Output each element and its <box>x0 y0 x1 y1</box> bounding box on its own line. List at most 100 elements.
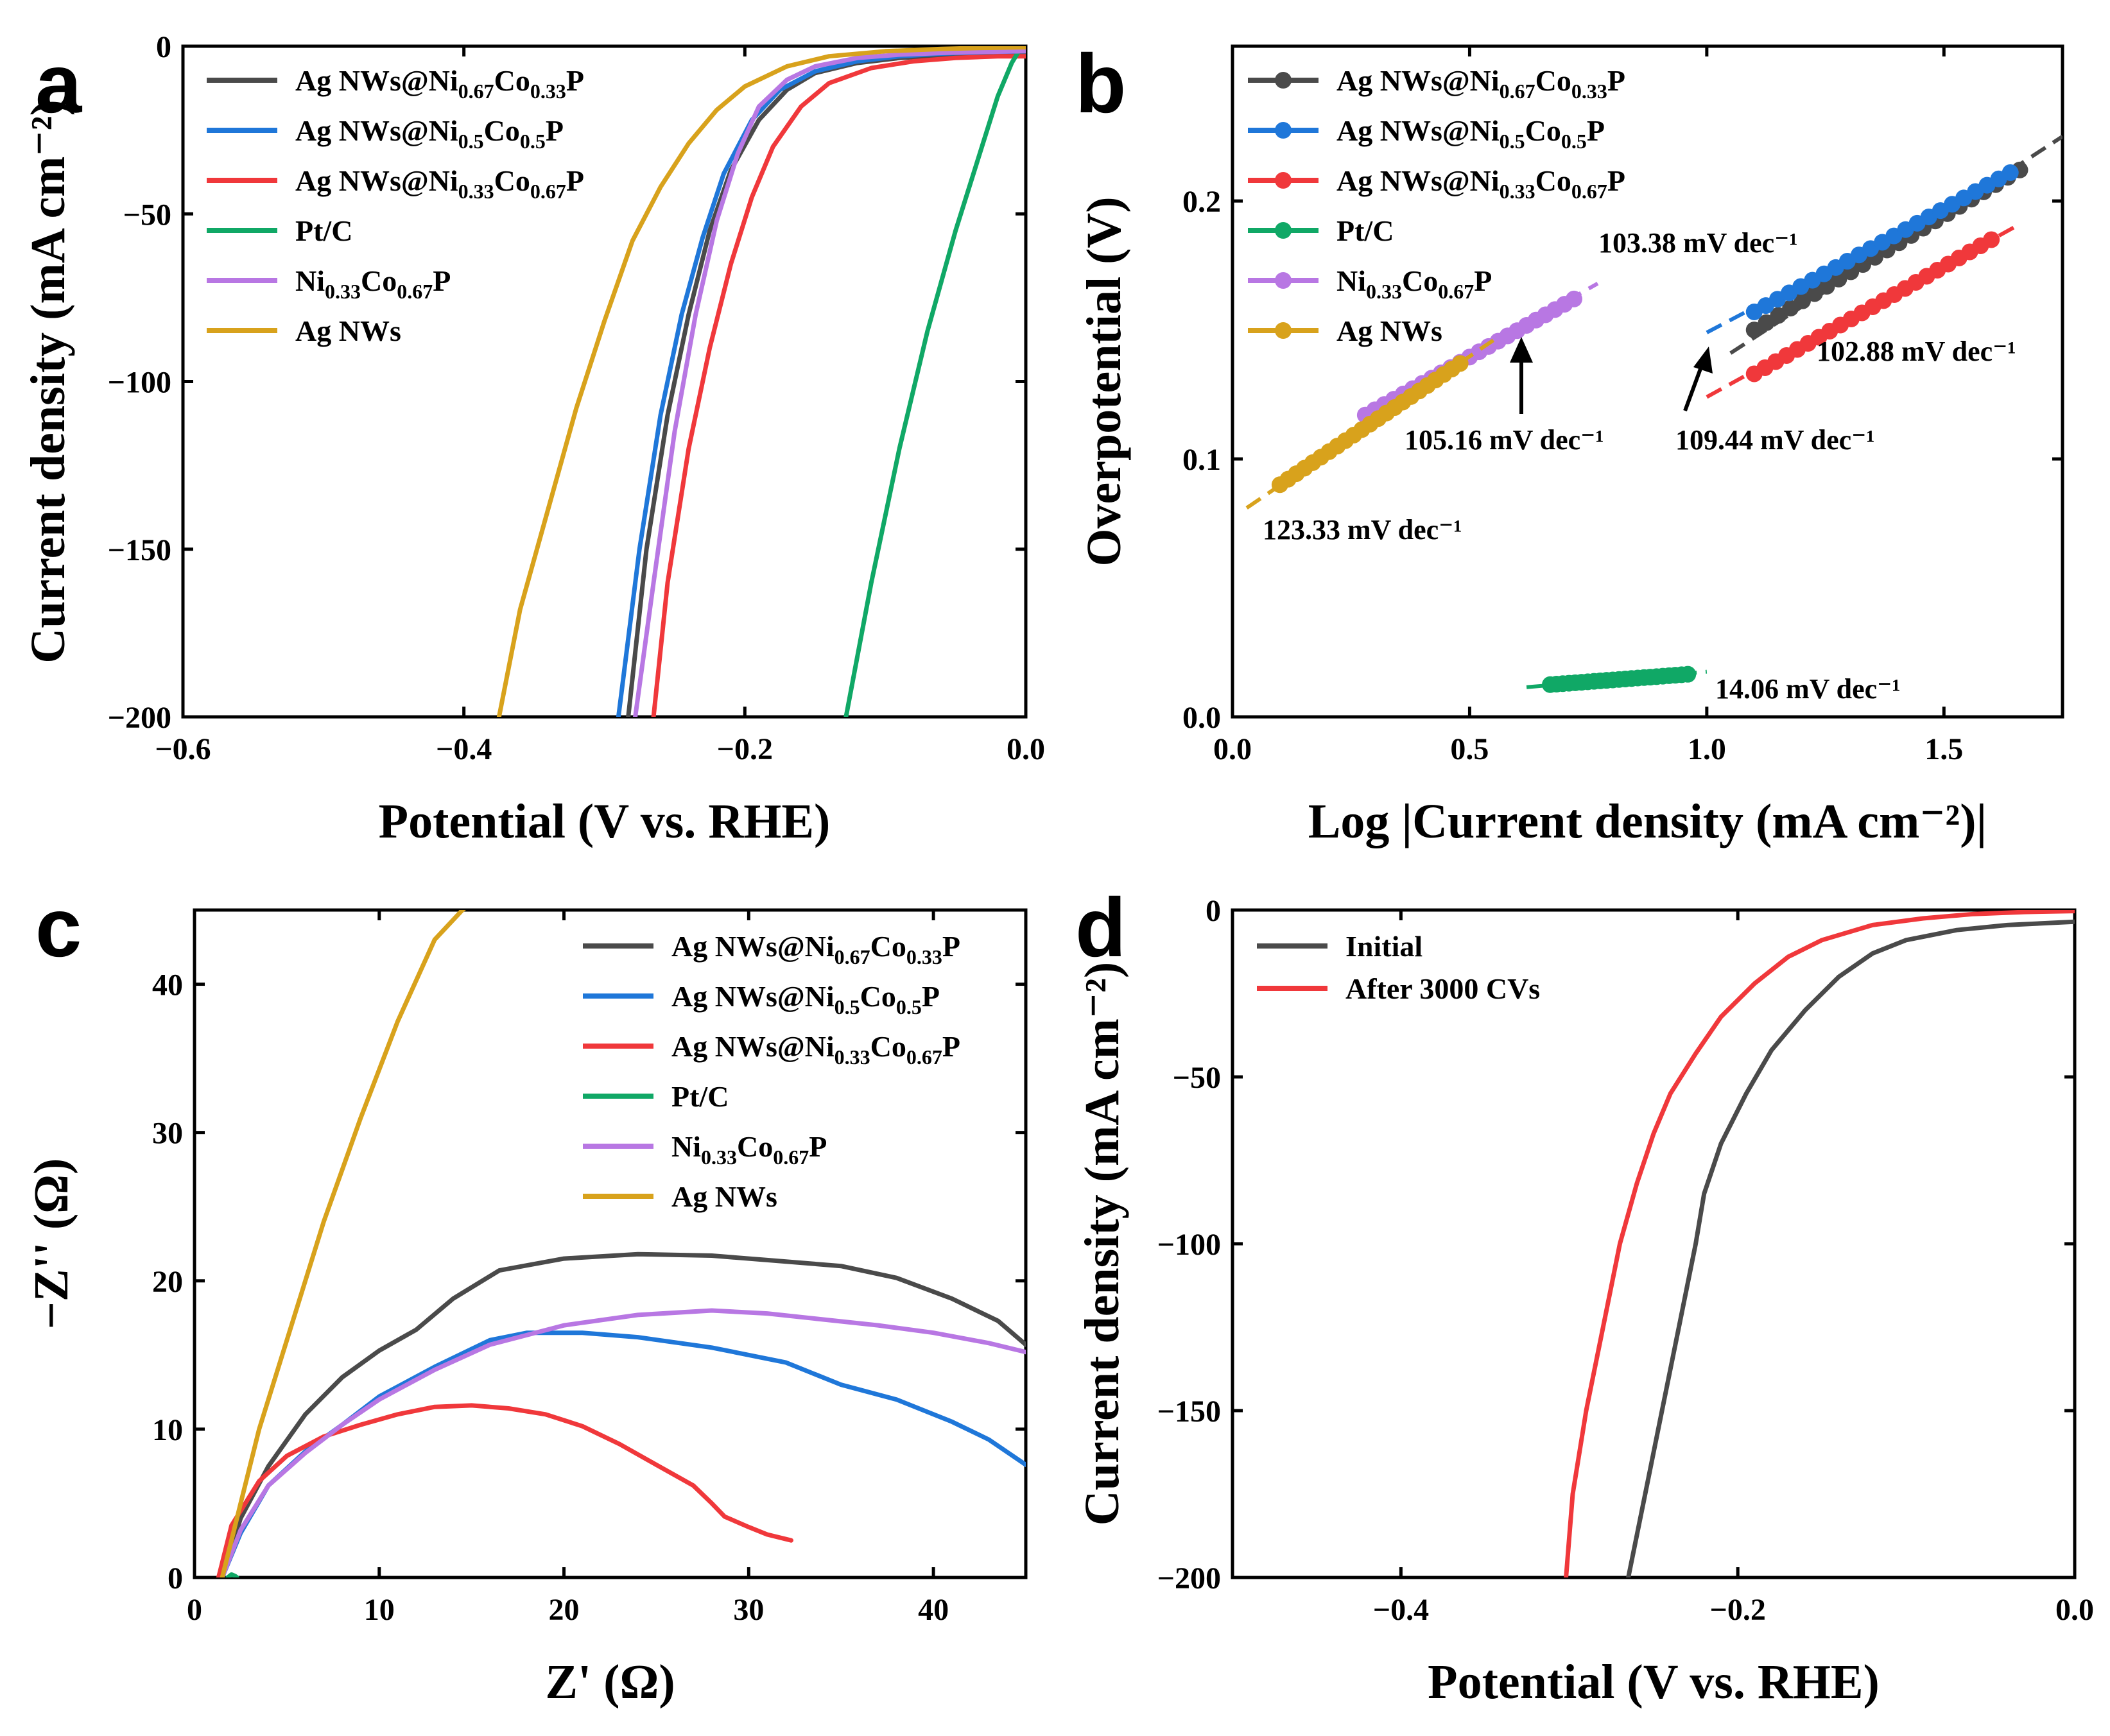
data-point <box>1818 278 1835 295</box>
series-line <box>1626 919 2075 1577</box>
legend-label: Ag NWs@Ni0.5Co0.5P <box>671 980 940 1018</box>
slope-annotation: 103.38 mV dec⁻¹ <box>1598 227 1798 259</box>
x-tick-label: −0.4 <box>436 732 492 766</box>
legend-text-part: Co <box>1535 164 1571 197</box>
legend-text-part: Ag NWs <box>295 314 401 347</box>
y-tick-label: −50 <box>1173 1061 1221 1095</box>
legend-label: After 3000 CVs <box>1345 972 1540 1005</box>
data-point <box>1565 290 1582 307</box>
legend-text-part: 0.5 <box>1500 130 1525 153</box>
legend-label: Ag NWs@Ni0.5Co0.5P <box>1336 114 1605 153</box>
legend-text-part: 0.33 <box>1500 180 1535 203</box>
legend-label: Pt/C <box>671 1080 729 1113</box>
x-tick-label: −0.2 <box>717 732 773 766</box>
data-point <box>1794 292 1811 309</box>
y-tick-label: 40 <box>152 968 183 1002</box>
legend-text-part: Ni <box>295 264 325 297</box>
legend-text-part: 0.33 <box>325 280 361 303</box>
legend-label: Ag NWs@Ni0.67Co0.33P <box>295 64 584 103</box>
legend-marker <box>1275 122 1292 139</box>
series-line <box>626 51 1026 717</box>
legend-text-part: P <box>942 930 960 963</box>
x-tick-label: 30 <box>733 1593 764 1627</box>
x-axis-title: Potential (V vs. RHE) <box>379 795 831 848</box>
legend-text-part: P <box>566 164 584 197</box>
data-point <box>1451 355 1469 372</box>
legend-text-part: Pt/C <box>295 214 352 247</box>
legend-label: Ag NWs <box>1336 314 1442 347</box>
legend-text-part: Co <box>1535 64 1571 97</box>
x-tick-label: −0.2 <box>1710 1593 1766 1627</box>
series-line <box>216 1403 793 1577</box>
series-line <box>843 46 1026 717</box>
data-point <box>1983 231 2000 248</box>
x-tick-label: 0.5 <box>1450 732 1489 766</box>
legend-text-part: P <box>1474 264 1492 297</box>
x-tick-label: 0 <box>187 1593 202 1627</box>
data-point <box>1745 322 1763 339</box>
legend-text-part: Ag NWs@Ni <box>295 164 458 197</box>
y-tick-label: 10 <box>152 1413 183 1447</box>
legend-text-part: 0.33 <box>530 80 566 103</box>
x-tick-label: 0.0 <box>1007 732 1045 766</box>
panel-letter-d: d <box>1075 881 1126 974</box>
panel-c: c 0 10 20 30 40 0 10 20 30 40 Z' (Ω) −Z'' (Ω) Ag NWs@… <box>24 881 1028 1709</box>
legend-text-part: Ni <box>671 1130 701 1163</box>
legend-text-part: 0.67 <box>1571 180 1607 203</box>
slope-annotation: 102.88 mV dec⁻¹ <box>1817 336 2016 367</box>
legend-text-part: P <box>433 264 451 297</box>
y-axis-title: −Z'' (Ω) <box>24 1158 78 1330</box>
data-point <box>2002 164 2019 181</box>
panel-letter-b: b <box>1075 37 1126 130</box>
x-axis-title: Z' (Ω) <box>545 1655 675 1709</box>
legend-text-part: After 3000 CVs <box>1345 972 1540 1005</box>
legend-text-part: 0.67 <box>906 1045 942 1069</box>
legend-text-part: Co <box>737 1130 773 1163</box>
legend-text-part: P <box>942 1030 960 1063</box>
plot-frame <box>1231 908 2077 1579</box>
data-point <box>1758 314 1775 331</box>
series-line <box>225 1572 239 1577</box>
legend-text-part: Co <box>361 264 397 297</box>
plot-frame <box>1231 44 2064 719</box>
slope-annotation: 14.06 mV dec⁻¹ <box>1715 673 1901 705</box>
legend-text-part: Ag NWs@Ni <box>1336 64 1500 97</box>
slope-annotation: 123.33 mV dec⁻¹ <box>1263 514 1462 546</box>
legend-text-part: 0.33 <box>701 1146 737 1169</box>
legend-text-part: 0.67 <box>1500 80 1535 103</box>
y-axis-title: Overpotential (V) <box>1077 196 1131 566</box>
legend-label: Ag NWs@Ni0.33Co0.67P <box>1336 164 1625 203</box>
arrow-head <box>1693 347 1713 374</box>
x-tick-label: 40 <box>918 1593 949 1627</box>
data-point <box>1770 307 1787 324</box>
x-tick-label: 20 <box>549 1593 580 1627</box>
y-axis-title: Current density (mA cm⁻²) <box>21 99 75 663</box>
legend-text-part: P <box>922 980 940 1013</box>
legend-marker <box>1275 72 1292 89</box>
x-axis-title: Log |Current density (mA cm⁻²)| <box>1308 795 1987 848</box>
legend-text-part: Ag NWs@Ni <box>295 114 458 147</box>
legend-text-part: 0.67 <box>530 180 566 203</box>
arrow-shaft <box>1683 366 1703 412</box>
x-tick-label: −0.4 <box>1373 1593 1429 1627</box>
legend-marker <box>1275 272 1292 289</box>
legend-text-part: Ag NWs@Ni <box>1336 164 1500 197</box>
legend-text-part: 0.67 <box>458 80 494 103</box>
slope-annotation: 109.44 mV dec⁻¹ <box>1675 424 1875 456</box>
series-line <box>651 54 1026 717</box>
legend-text-part: Ag NWs@Ni <box>671 980 834 1013</box>
series-line <box>220 910 466 1577</box>
legend-label: Ag NWs@Ni0.33Co0.67P <box>671 1030 960 1069</box>
legend-text-part: Co <box>494 64 530 97</box>
series-line <box>633 49 1026 717</box>
legend-text-part: Ag NWs <box>671 1180 777 1213</box>
legend-label: Pt/C <box>295 214 352 247</box>
legend-text-part: 0.33 <box>1366 280 1402 303</box>
y-tick-label: −200 <box>1157 1561 1221 1595</box>
legend-text-part: Co <box>1402 264 1438 297</box>
data-point <box>1679 666 1697 683</box>
legend-text-part: P <box>1607 164 1625 197</box>
series-line <box>220 1330 1026 1577</box>
legend-text-part: 0.67 <box>834 945 870 968</box>
legend-text-part: 0.5 <box>458 130 484 153</box>
